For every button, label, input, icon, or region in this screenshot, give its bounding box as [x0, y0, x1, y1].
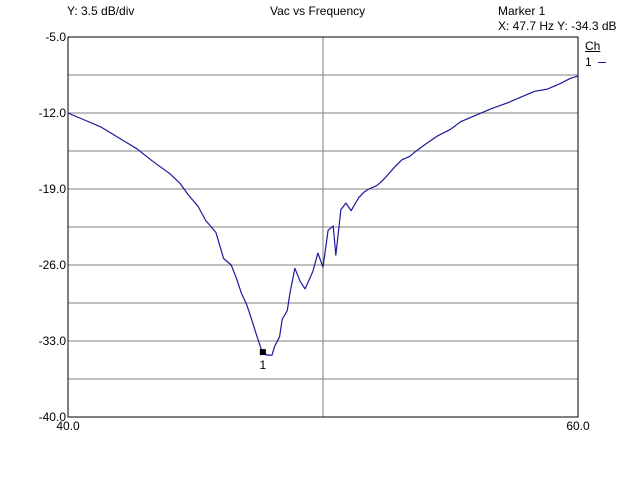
y-tick-label: -33.0: [39, 334, 67, 348]
marker-name: Marker 1: [498, 4, 546, 18]
legend-header: Ch: [585, 39, 601, 53]
marker-readout: X: 47.7 Hz Y: -34.3 dB: [498, 19, 617, 33]
x-tick-label: 60.0: [566, 419, 590, 433]
y-tick-label: -26.0: [39, 258, 67, 272]
y-tick-label: -5.0: [45, 30, 66, 44]
legend-item[interactable]: 1: [585, 55, 606, 69]
plot-frame: [67, 36, 579, 418]
x-tick-label: 40.0: [56, 419, 80, 433]
y-tick-label: -40.0: [39, 410, 67, 424]
legend-item-label: 1: [585, 55, 592, 69]
marker-point: [259, 349, 266, 356]
y-tick-label: -12.0: [39, 106, 67, 120]
legend-swatch: [597, 62, 606, 64]
y-tick-label: -19.0: [39, 182, 67, 196]
series-line-1: [67, 75, 579, 356]
y-scale-readout: Y: 3.5 dB/div: [67, 4, 135, 18]
marker-label: 1: [260, 358, 267, 372]
chart-title: Vac vs Frequency: [270, 4, 366, 18]
